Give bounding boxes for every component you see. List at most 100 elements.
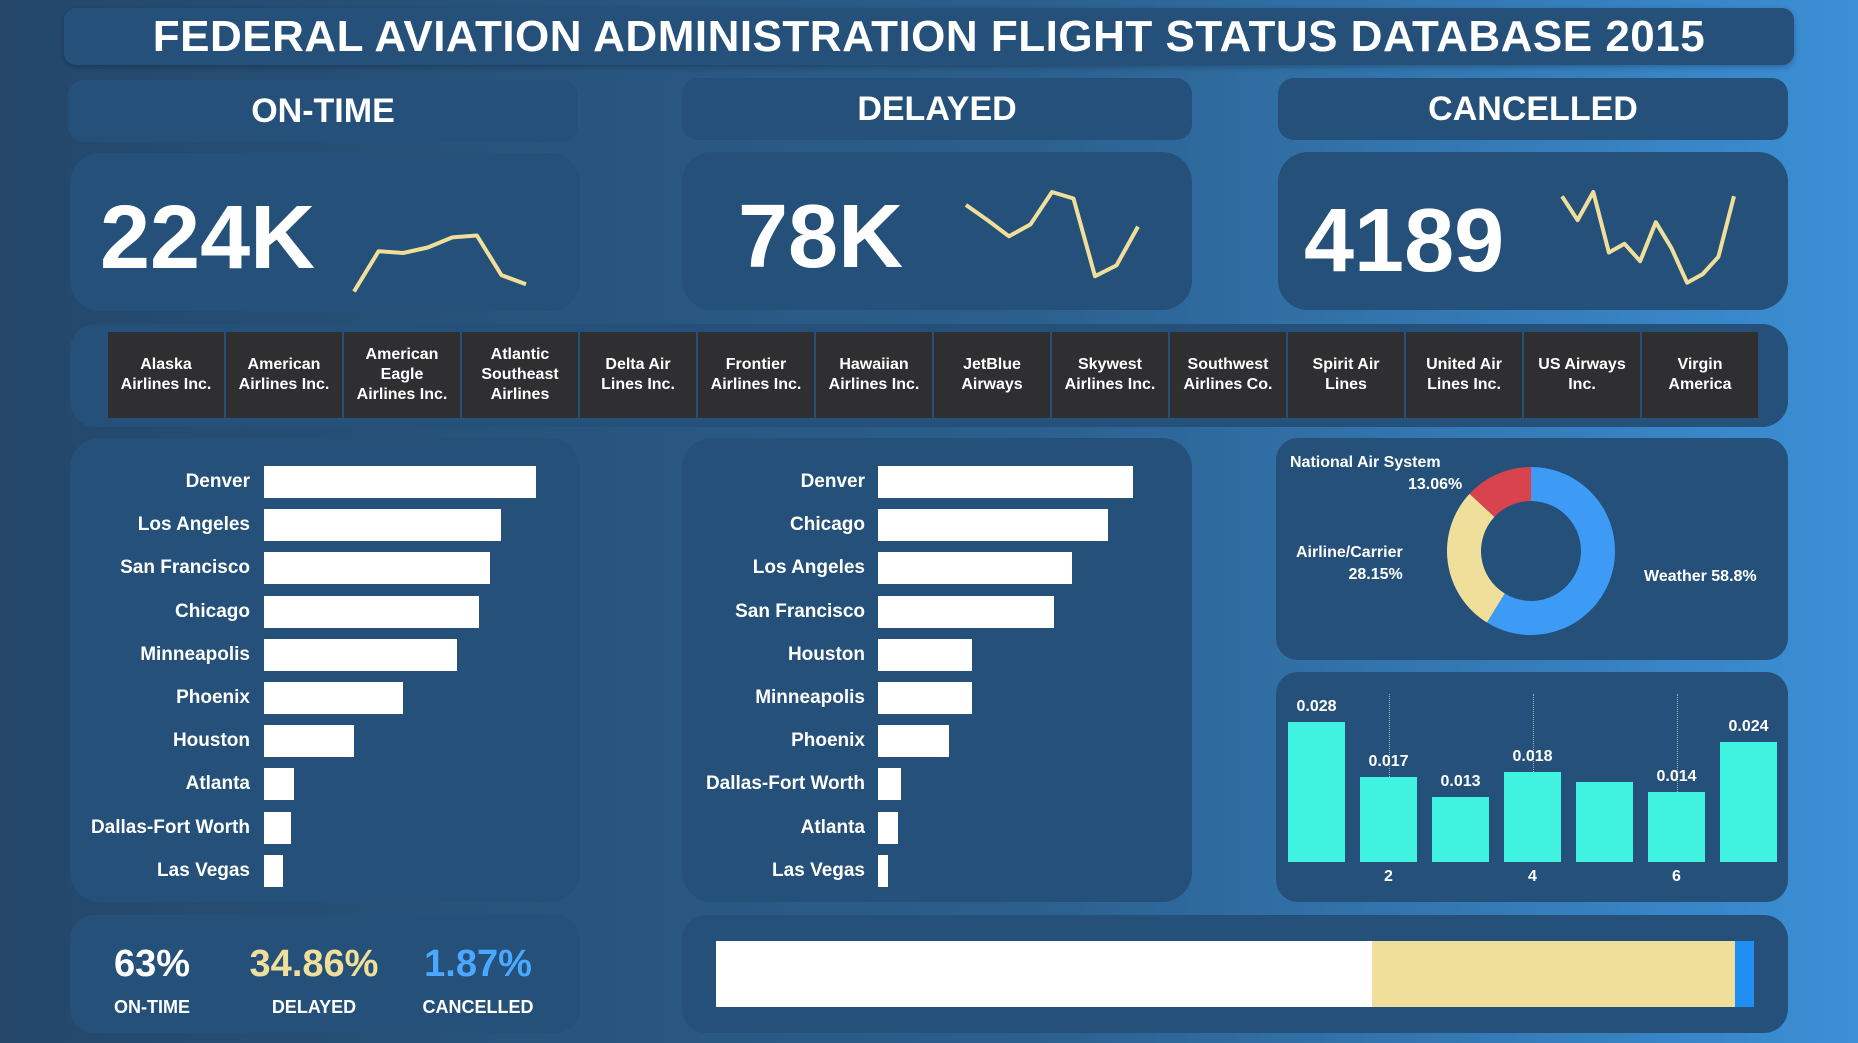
airline-button[interactable]: Virgin America: [1642, 332, 1758, 418]
airline-button[interactable]: JetBlue Airways: [934, 332, 1050, 418]
city-label: Los Angeles: [752, 557, 865, 579]
day-column[interactable]: [1576, 782, 1633, 862]
city-bar[interactable]: [878, 811, 899, 844]
day-value-label: 0.013: [1440, 773, 1481, 790]
day-value-label: 0.017: [1368, 753, 1409, 770]
city-bar[interactable]: [878, 509, 1108, 542]
tick-guide-line: [1532, 694, 1534, 772]
status-share-panel: [682, 915, 1788, 1033]
airline-button[interactable]: United Air Lines Inc.: [1406, 332, 1522, 418]
airline-slicer: Alaska Airlines Inc. American Airlines In…: [70, 324, 1788, 427]
day-column[interactable]: [1360, 777, 1417, 862]
city-bar[interactable]: [264, 768, 294, 801]
city-bar[interactable]: [264, 638, 458, 671]
city-bar[interactable]: [878, 854, 889, 887]
city-bar[interactable]: [878, 595, 1054, 628]
day-column[interactable]: [1720, 742, 1777, 862]
city-bar[interactable]: [878, 682, 973, 714]
weather-slice: [1486, 467, 1615, 635]
nas-label: National Air System 13.06%: [1290, 452, 1462, 496]
day-column[interactable]: [1504, 772, 1561, 862]
city-bar[interactable]: [878, 725, 950, 758]
city-bar[interactable]: [264, 466, 536, 498]
cancellation-rate-columns: 0.028 0.017 2 0.013 0.018 4 0.014 6 0.024: [1276, 672, 1788, 902]
airline-button[interactable]: Southwest Airlines Co.: [1170, 332, 1286, 418]
tick-guide-line: [1388, 694, 1390, 777]
city-bar[interactable]: [264, 595, 479, 628]
status-summary: 63% 34.86% 1.87% ON-TIME DELAYED CANCELL…: [70, 915, 580, 1033]
delayed-value: 78K: [738, 187, 904, 287]
airline-button[interactable]: American Eagle Airlines Inc.: [344, 332, 460, 418]
city-bar[interactable]: [264, 552, 490, 585]
ontime-sparkline: [352, 233, 527, 293]
airline-button[interactable]: Delta Air Lines Inc.: [580, 332, 696, 418]
day-column[interactable]: [1648, 792, 1705, 862]
nas-slice: [1469, 467, 1531, 517]
delayed-city-bars: Denver Chicago Los Angeles San Francisco Hou…: [682, 438, 1192, 902]
cancellation-reason-donut: [1447, 467, 1615, 635]
city-bar[interactable]: [878, 466, 1133, 498]
airline-carrier-slice: [1447, 493, 1505, 623]
status-share-bar: [716, 941, 1754, 1007]
airline-carrier-name: Airline/Carrier: [1296, 544, 1403, 561]
city-bar[interactable]: [878, 552, 1072, 585]
day-tick-label: 2: [1384, 868, 1393, 885]
city-label: Dallas-Fort Worth: [90, 816, 250, 838]
airline-button[interactable]: Atlantic Southeast Airlines: [462, 332, 578, 418]
city-bar[interactable]: [878, 638, 973, 671]
city-label: Las Vegas: [157, 859, 250, 881]
day-value-label: 0.028: [1296, 698, 1337, 715]
day-column[interactable]: [1432, 797, 1489, 862]
cancelled-card: 4189: [1278, 152, 1788, 310]
city-label: Chicago: [790, 514, 865, 536]
cancelled-header: CANCELLED: [1278, 78, 1788, 140]
day-value-label: 0.018: [1512, 748, 1553, 765]
city-bar[interactable]: [878, 768, 901, 801]
cancelled-pct: 1.87%: [424, 943, 532, 985]
city-bar[interactable]: [264, 811, 292, 844]
airline-button[interactable]: Spirit Air Lines: [1288, 332, 1404, 418]
weather-label: Weather 58.8%: [1644, 568, 1757, 585]
delayed-pct-label: DELAYED: [271, 997, 357, 1017]
cancelled-share-segment[interactable]: [1734, 941, 1754, 1007]
airline-button[interactable]: Skywest Airlines Inc.: [1052, 332, 1168, 418]
city-bar[interactable]: [264, 725, 354, 758]
dashboard-title: FEDERAL AVIATION ADMINISTRATION FLIGHT S…: [64, 8, 1794, 65]
city-label: Phoenix: [176, 687, 250, 708]
ontime-trend-line: [352, 233, 527, 293]
city-bar[interactable]: [264, 854, 284, 887]
city-label: Atlanta: [185, 773, 250, 795]
city-bar[interactable]: [264, 682, 403, 714]
airline-carrier-pct: 28.15%: [1348, 566, 1403, 583]
day-value-label: 0.024: [1728, 718, 1769, 735]
cancelled-trend-line: [1560, 190, 1736, 285]
city-label: Las Vegas: [772, 859, 865, 881]
city-bar[interactable]: [264, 509, 501, 542]
city-label: Dallas-Fort Worth: [705, 773, 865, 795]
airline-button[interactable]: American Airlines Inc.: [226, 332, 342, 418]
delayed-trend-line: [964, 190, 1140, 279]
nas-name: National Air System: [1290, 454, 1441, 471]
city-label: San Francisco: [735, 600, 865, 622]
cancellation-rate-chart: 0.028 0.017 2 0.013 0.018 4 0.014 6 0.024: [1276, 672, 1788, 902]
ontime-city-bars: Denver Los Angeles San Francisco Chicago Min…: [70, 438, 580, 902]
ontime-city-chart: Denver Los Angeles San Francisco Chicago Min…: [70, 438, 580, 902]
city-label: Atlanta: [800, 816, 865, 838]
airline-button[interactable]: US Airways Inc.: [1524, 332, 1640, 418]
day-column[interactable]: [1288, 722, 1345, 862]
cancelled-sparkline: [1560, 190, 1736, 285]
delayed-share-segment[interactable]: [1371, 941, 1735, 1007]
day-value-label: 0.014: [1656, 768, 1697, 785]
delayed-header: DELAYED: [682, 78, 1192, 140]
ontime-share-segment[interactable]: [716, 941, 1372, 1007]
airline-button[interactable]: Alaska Airlines Inc.: [108, 332, 224, 418]
airline-button[interactable]: Hawaiian Airlines Inc.: [816, 332, 932, 418]
airline-button[interactable]: Frontier Airlines Inc.: [698, 332, 814, 418]
city-label: Minneapolis: [140, 643, 250, 665]
ontime-card: 224K: [70, 153, 580, 311]
tick-guide-line: [1676, 694, 1678, 792]
city-label: Minneapolis: [755, 687, 865, 708]
cancellation-reason-chart: National Air System 13.06% Airline/Carri…: [1276, 438, 1788, 660]
delayed-sparkline: [964, 190, 1140, 279]
day-tick-label: 4: [1528, 868, 1537, 885]
